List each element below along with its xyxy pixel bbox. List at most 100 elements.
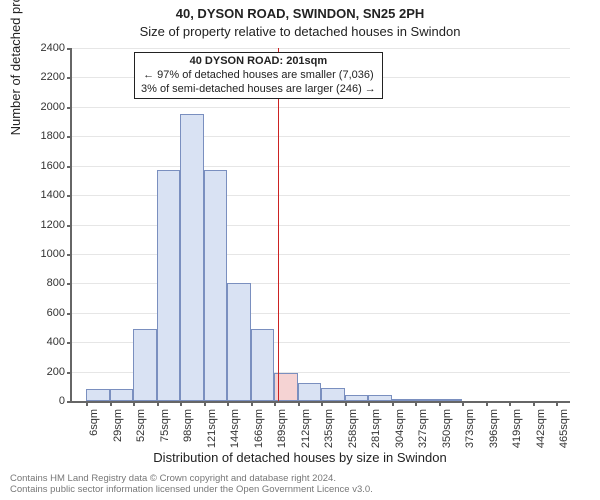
x-tick [486, 401, 488, 406]
annotation-line3: 3% of semi-detached houses are larger (2… [141, 83, 376, 95]
histogram-bar [86, 389, 110, 401]
y-tick-label: 200 [20, 366, 65, 378]
y-tick-label: 2200 [20, 71, 65, 83]
x-tick-label: 144sqm [229, 409, 241, 449]
x-tick [509, 401, 511, 406]
histogram-bar [133, 329, 157, 401]
histogram-bar [415, 399, 439, 401]
histogram-bar [368, 395, 392, 401]
footer-attribution: Contains HM Land Registry data © Crown c… [10, 474, 373, 496]
y-tick [67, 48, 72, 50]
y-tick-label: 2400 [20, 42, 65, 54]
footer-line1: Contains HM Land Registry data © Crown c… [10, 473, 336, 484]
reference-line [278, 48, 279, 401]
x-axis-title: Distribution of detached houses by size … [0, 450, 600, 465]
y-tick-label: 1400 [20, 189, 65, 201]
page-root: 40, DYSON ROAD, SWINDON, SN25 2PH Size o… [0, 0, 600, 500]
gridline-h [72, 195, 570, 196]
x-tick-label: 52sqm [135, 409, 147, 449]
histogram-bar [251, 329, 275, 401]
x-tick-label: 327sqm [417, 409, 429, 449]
x-tick [321, 401, 323, 406]
histogram-bar [157, 170, 181, 401]
x-tick [180, 401, 182, 406]
y-tick [67, 136, 72, 138]
x-tick-label: 258sqm [347, 409, 359, 449]
y-tick [67, 313, 72, 315]
x-tick-label: 235sqm [323, 409, 335, 449]
x-tick [298, 401, 300, 406]
x-tick [415, 401, 417, 406]
histogram-bar [392, 399, 416, 401]
x-tick-label: 442sqm [535, 409, 547, 449]
x-tick [556, 401, 558, 406]
x-tick [204, 401, 206, 406]
annotation-box: 40 DYSON ROAD: 201sqm ← 97% of detached h… [134, 52, 383, 99]
y-tick-label: 800 [20, 277, 65, 289]
y-tick-label: 600 [20, 307, 65, 319]
y-tick [67, 225, 72, 227]
x-tick [368, 401, 370, 406]
histogram-bar [298, 383, 322, 401]
x-tick [227, 401, 229, 406]
x-tick-label: 304sqm [394, 409, 406, 449]
x-tick [392, 401, 394, 406]
x-tick-label: 6sqm [88, 409, 100, 449]
gridline-h [72, 48, 570, 49]
histogram-bar [227, 283, 251, 401]
annotation-line2: ← 97% of detached houses are smaller (7,… [143, 69, 374, 81]
y-tick [67, 372, 72, 374]
y-axis-title: Number of detached properties [8, 0, 23, 135]
gridline-h [72, 254, 570, 255]
x-tick [462, 401, 464, 406]
y-tick-label: 0 [20, 395, 65, 407]
x-tick-label: 189sqm [276, 409, 288, 449]
x-tick-label: 419sqm [511, 409, 523, 449]
x-tick [157, 401, 159, 406]
y-tick-label: 400 [20, 336, 65, 348]
footer-line2: Contains public sector information licen… [10, 484, 373, 495]
title-address: 40, DYSON ROAD, SWINDON, SN25 2PH [0, 6, 600, 21]
x-tick-label: 98sqm [182, 409, 194, 449]
x-tick [133, 401, 135, 406]
x-tick-label: 166sqm [253, 409, 265, 449]
x-tick [251, 401, 253, 406]
histogram-bar [180, 114, 204, 401]
x-tick-label: 373sqm [464, 409, 476, 449]
y-tick [67, 166, 72, 168]
y-tick [67, 342, 72, 344]
y-tick-label: 1000 [20, 248, 65, 260]
histogram-bar [345, 395, 369, 401]
chart-plot-area: 40 DYSON ROAD: 201sqm ← 97% of detached h… [70, 48, 570, 403]
x-tick-label: 350sqm [441, 409, 453, 449]
gridline-h [72, 136, 570, 137]
x-tick [274, 401, 276, 406]
x-tick [533, 401, 535, 406]
gridline-h [72, 225, 570, 226]
y-tick-label: 1200 [20, 219, 65, 231]
x-tick-label: 212sqm [300, 409, 312, 449]
x-tick-label: 396sqm [488, 409, 500, 449]
x-tick-label: 121sqm [206, 409, 218, 449]
x-tick-label: 29sqm [112, 409, 124, 449]
title-subtitle: Size of property relative to detached ho… [0, 24, 600, 39]
gridline-h [72, 107, 570, 108]
gridline-h [72, 283, 570, 284]
histogram-bar [204, 170, 228, 401]
y-tick [67, 195, 72, 197]
x-tick [86, 401, 88, 406]
gridline-h [72, 166, 570, 167]
y-tick [67, 254, 72, 256]
x-tick-label: 75sqm [159, 409, 171, 449]
x-tick [110, 401, 112, 406]
annotation-line1: 40 DYSON ROAD: 201sqm [190, 55, 328, 67]
y-tick-label: 2000 [20, 101, 65, 113]
x-tick-label: 465sqm [558, 409, 570, 449]
histogram-bar [321, 388, 345, 401]
y-tick-label: 1600 [20, 160, 65, 172]
histogram-bar [110, 389, 134, 401]
y-tick [67, 107, 72, 109]
x-tick-label: 281sqm [370, 409, 382, 449]
y-tick-label: 1800 [20, 130, 65, 142]
gridline-h [72, 313, 570, 314]
